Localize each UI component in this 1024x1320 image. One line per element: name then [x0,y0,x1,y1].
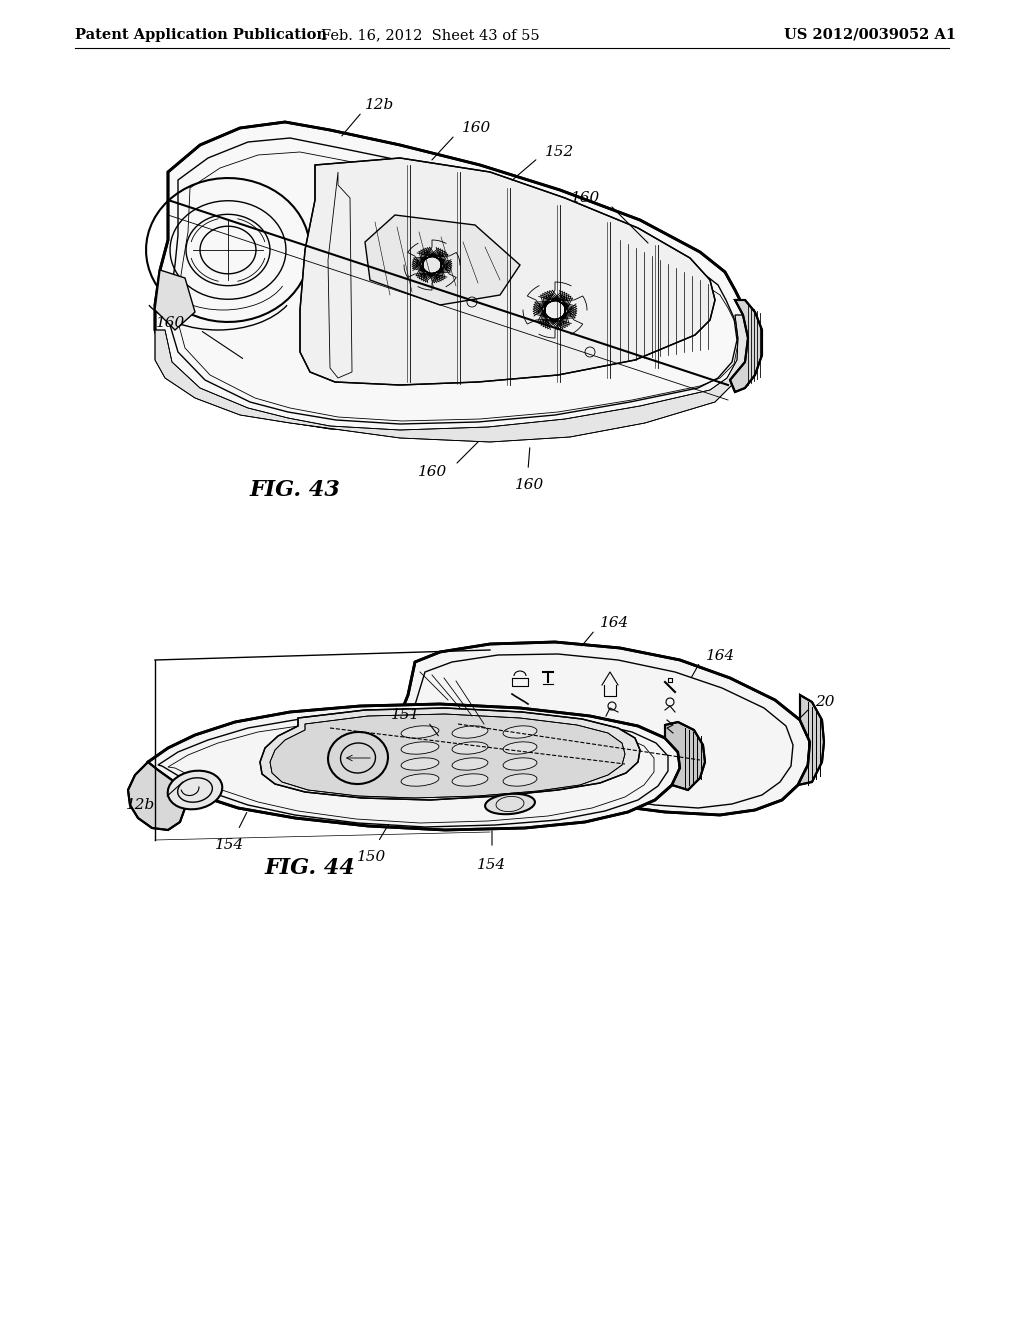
Ellipse shape [168,771,222,809]
Text: 160: 160 [515,478,545,492]
Text: 160: 160 [156,315,185,330]
Ellipse shape [485,793,535,814]
Polygon shape [798,696,824,785]
Text: 150: 150 [357,850,387,865]
Ellipse shape [452,758,488,770]
Polygon shape [730,300,762,392]
Polygon shape [148,704,680,830]
Text: Patent Application Publication: Patent Application Publication [75,28,327,42]
Ellipse shape [452,742,488,754]
Text: 160: 160 [462,121,492,135]
Polygon shape [300,158,715,385]
Polygon shape [260,708,640,800]
Polygon shape [155,271,195,330]
Polygon shape [395,642,810,814]
Ellipse shape [503,742,537,754]
Polygon shape [270,714,625,799]
Ellipse shape [452,726,488,738]
Text: 152: 152 [545,145,574,158]
Text: 151: 151 [391,708,420,722]
Ellipse shape [401,758,439,770]
Polygon shape [665,722,705,789]
Text: 20: 20 [815,696,835,709]
Ellipse shape [401,726,439,738]
Text: 164: 164 [706,649,735,663]
Polygon shape [365,215,520,305]
Text: 160: 160 [570,191,600,205]
Ellipse shape [401,742,439,754]
Text: 12b: 12b [365,98,394,112]
Text: Feb. 16, 2012  Sheet 43 of 55: Feb. 16, 2012 Sheet 43 of 55 [321,28,540,42]
Text: 154: 154 [477,858,507,873]
Polygon shape [128,762,185,830]
Text: 154: 154 [215,838,245,851]
Ellipse shape [503,726,537,738]
Ellipse shape [452,774,488,787]
Text: 164: 164 [600,616,630,630]
Ellipse shape [503,758,537,770]
Text: US 2012/0039052 A1: US 2012/0039052 A1 [784,28,956,42]
Text: FIG. 43: FIG. 43 [250,479,340,502]
Text: FIG. 44: FIG. 44 [264,857,355,879]
Text: 160: 160 [418,465,447,479]
Ellipse shape [503,774,537,787]
Polygon shape [155,315,748,442]
Ellipse shape [401,774,439,787]
Text: 12b: 12b [126,799,155,812]
Polygon shape [155,121,750,432]
